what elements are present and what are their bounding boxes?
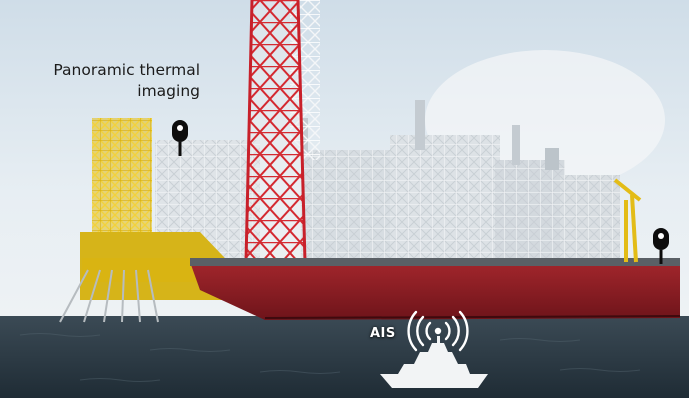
radio-signal-icon: [407, 310, 469, 352]
hull: [190, 258, 681, 320]
patrol-ship-icon: [380, 336, 488, 388]
sea-ripples: [19, 333, 641, 382]
sea: [0, 316, 689, 398]
ais-label: AIS: [370, 326, 396, 341]
thermal-label-line-1: Panoramic thermal: [53, 61, 200, 79]
thermal-camera-icon-left: [172, 120, 188, 156]
crane: [613, 178, 642, 263]
thermal-label-line-2: imaging: [137, 82, 200, 100]
thermal-camera-icon-right: [653, 228, 669, 264]
flare-tower: [244, 0, 307, 263]
thermal-imaging-label: Panoramic thermal imaging: [18, 60, 200, 102]
